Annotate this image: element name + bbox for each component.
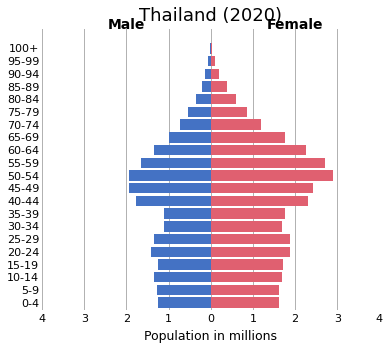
Bar — [211, 43, 213, 54]
Bar — [188, 107, 211, 117]
Bar — [205, 69, 211, 79]
Bar — [129, 170, 211, 181]
Bar — [211, 183, 313, 194]
Bar — [211, 298, 279, 308]
Text: Male: Male — [108, 18, 145, 32]
Bar — [211, 107, 246, 117]
Bar — [211, 119, 261, 130]
Bar — [211, 272, 282, 282]
Bar — [211, 56, 215, 66]
Bar — [211, 259, 284, 270]
Bar — [158, 298, 211, 308]
Bar — [211, 132, 285, 142]
Bar — [154, 234, 211, 244]
Bar — [208, 56, 211, 66]
Bar — [129, 183, 211, 194]
Bar — [180, 119, 211, 130]
Bar — [211, 221, 282, 232]
Bar — [136, 196, 211, 206]
Text: Female: Female — [267, 18, 323, 32]
Bar — [165, 221, 211, 232]
Bar — [211, 170, 333, 181]
Bar — [154, 145, 211, 155]
Bar — [202, 81, 211, 92]
Bar — [211, 209, 285, 219]
Bar — [211, 145, 306, 155]
Bar — [211, 196, 308, 206]
Bar — [211, 234, 290, 244]
Title: Thailand (2020): Thailand (2020) — [139, 7, 282, 25]
Bar — [141, 158, 211, 168]
X-axis label: Population in millions: Population in millions — [144, 330, 277, 343]
Bar — [210, 43, 211, 54]
Bar — [165, 209, 211, 219]
Bar — [168, 132, 211, 142]
Bar — [211, 81, 227, 92]
Bar — [196, 94, 211, 104]
Bar — [211, 69, 219, 79]
Bar — [154, 272, 211, 282]
Bar — [158, 259, 211, 270]
Bar — [211, 158, 324, 168]
Bar — [211, 247, 290, 257]
Bar — [151, 247, 211, 257]
Bar — [211, 285, 279, 295]
Bar — [211, 94, 236, 104]
Bar — [157, 285, 211, 295]
